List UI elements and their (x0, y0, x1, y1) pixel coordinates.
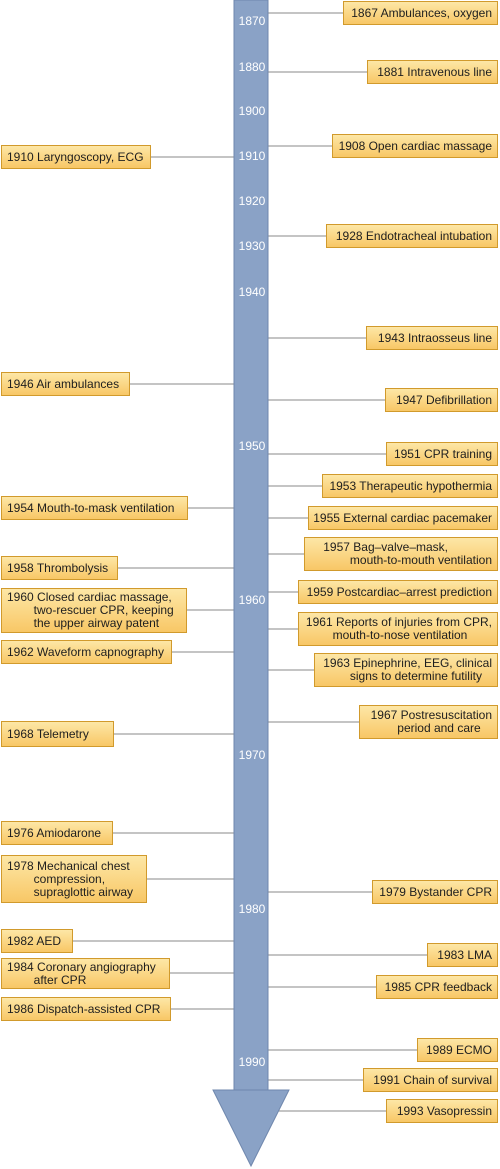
event-box: 1961 Reports of injuries from CPR, mouth… (298, 612, 498, 646)
decade-label: 1910 (238, 149, 266, 163)
timeline-arrow-shaft (233, 0, 269, 1091)
event-box: 1986 Dispatch-assisted CPR (1, 997, 171, 1021)
event-box: 1968 Telemetry (1, 721, 114, 747)
event-box: 1983 LMA (427, 943, 498, 967)
decade-label: 1870 (238, 14, 266, 28)
event-box: 1982 AED (1, 929, 73, 953)
event-box: 1954 Mouth-to-mask ventilation (1, 496, 188, 520)
event-box: 1959 Postcardiac–arrest prediction (298, 580, 498, 604)
event-box: 1867 Ambulances, oxygen (343, 1, 498, 25)
event-box: 1993 Vasopressin (386, 1099, 498, 1123)
decade-label: 1990 (238, 1055, 266, 1069)
event-box: 1985 CPR feedback (376, 975, 498, 999)
event-box: 1979 Bystander CPR (372, 880, 498, 904)
decade-label: 1950 (238, 439, 266, 453)
event-box: 1957 Bag–valve–mask, mouth-to-mouth vent… (304, 537, 498, 571)
event-box: 1984 Coronary angiography after CPR (1, 958, 170, 989)
event-box: 1910 Laryngoscopy, ECG (1, 145, 151, 169)
event-box: 1908 Open cardiac massage (332, 134, 498, 158)
event-box: 1953 Therapeutic hypothermia (322, 474, 498, 498)
decade-label: 1880 (238, 60, 266, 74)
event-box: 1991 Chain of survival (363, 1068, 498, 1092)
event-box: 1963 Epinephrine, EEG, clinical signs to… (314, 653, 498, 687)
connector-lines (73, 12, 427, 1112)
event-box: 1947 Defibrillation (385, 388, 498, 412)
decade-label: 1970 (238, 748, 266, 762)
event-box: 1960 Closed cardiac massage, two-rescuer… (1, 588, 187, 633)
event-box: 1976 Amiodarone (1, 821, 113, 845)
decade-label: 1960 (238, 593, 266, 607)
event-box: 1989 ECMO (417, 1038, 498, 1062)
decade-label: 1980 (238, 902, 266, 916)
event-box: 1958 Thrombolysis (1, 556, 118, 580)
event-box: 1946 Air ambulances (1, 372, 130, 396)
decade-label: 1920 (238, 194, 266, 208)
decade-label: 1900 (238, 104, 266, 118)
event-box: 1928 Endotracheal intubation (326, 224, 498, 248)
event-box: 1951 CPR training (386, 442, 498, 466)
timeline-arrow-head (212, 1089, 290, 1168)
decade-label: 1930 (238, 239, 266, 253)
event-box: 1881 Intravenous line (367, 60, 498, 84)
event-box: 1967 Postresuscitation period and care (359, 705, 498, 739)
event-box: 1955 External cardiac pacemaker (308, 506, 498, 530)
event-box: 1978 Mechanical chest compression, supra… (1, 855, 147, 903)
event-box: 1943 Intraosseus line (366, 326, 498, 350)
event-box: 1962 Waveform capnography (1, 640, 172, 664)
decade-label: 1940 (238, 285, 266, 299)
